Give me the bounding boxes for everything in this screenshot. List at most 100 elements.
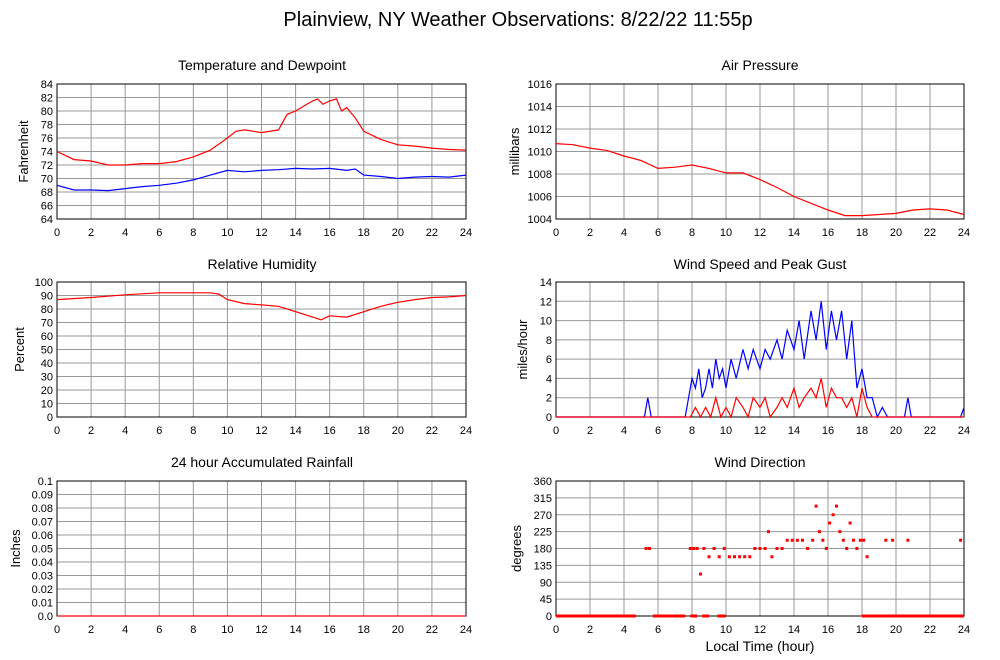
direction-point bbox=[702, 547, 705, 550]
pressure-ylabel: millibars bbox=[507, 127, 522, 175]
pressure-xtick-label: 12 bbox=[754, 227, 766, 239]
rain-xtick-label: 2 bbox=[88, 624, 94, 636]
pressure-xtick-label: 4 bbox=[621, 227, 627, 239]
humidity-xtick-label: 2 bbox=[88, 425, 94, 437]
humidity-ytick-label: 90 bbox=[41, 291, 53, 303]
temp-xtick-label: 2 bbox=[88, 227, 94, 239]
direction-xtick-label: 24 bbox=[958, 624, 970, 636]
rain-xtick-label: 24 bbox=[460, 624, 472, 636]
wind-xtick-label: 0 bbox=[553, 425, 559, 437]
wind-ytick-label: 2 bbox=[546, 393, 552, 405]
direction-point bbox=[733, 555, 736, 558]
wind-title: Wind Speed and Peak Gust bbox=[674, 256, 847, 272]
rain-xtick-label: 6 bbox=[156, 624, 162, 636]
direction-ytick-label: 315 bbox=[534, 493, 552, 505]
direction-xtick-label: 20 bbox=[890, 624, 902, 636]
direction-point bbox=[859, 539, 862, 542]
rain-ytick-label: 0.06 bbox=[32, 530, 53, 542]
temp-ytick-label: 66 bbox=[41, 201, 53, 213]
rain-ytick-label: 0.09 bbox=[32, 490, 53, 502]
pressure-xtick-label: 8 bbox=[689, 227, 695, 239]
humidity-xtick-label: 24 bbox=[460, 425, 472, 437]
direction-point bbox=[862, 539, 865, 542]
direction-point bbox=[723, 547, 726, 550]
humidity-xtick-label: 4 bbox=[122, 425, 128, 437]
direction-point bbox=[866, 555, 869, 558]
direction-point bbox=[791, 539, 794, 542]
wind-xtick-label: 16 bbox=[822, 425, 834, 437]
wind-xtick-label: 4 bbox=[621, 425, 627, 437]
direction-point bbox=[959, 539, 962, 542]
direction-ytick-label: 45 bbox=[540, 594, 552, 606]
direction-point bbox=[781, 547, 784, 550]
pressure-xtick-label: 14 bbox=[788, 227, 800, 239]
pressure-xtick-label: 6 bbox=[655, 227, 661, 239]
direction-point bbox=[852, 539, 855, 542]
direction-ytick-label: 0 bbox=[546, 611, 552, 623]
humidity-xtick-label: 12 bbox=[255, 425, 267, 437]
temp-ytick-label: 82 bbox=[41, 93, 53, 105]
pressure-ytick-label: 1006 bbox=[528, 192, 552, 204]
direction-ytick-label: 225 bbox=[534, 527, 552, 539]
pressure-ytick-label: 1014 bbox=[528, 102, 552, 114]
humidity-title: Relative Humidity bbox=[208, 256, 317, 272]
direction-point bbox=[845, 547, 848, 550]
humidity-ylabel: Percent bbox=[12, 327, 27, 372]
rain-xtick-label: 16 bbox=[324, 624, 336, 636]
rain-title: 24 hour Accumulated Rainfall bbox=[171, 454, 353, 470]
humidity-xtick-label: 6 bbox=[156, 425, 162, 437]
rain-ytick-label: 0.1 bbox=[38, 476, 53, 488]
direction-point bbox=[713, 547, 716, 550]
pressure-xtick-label: 16 bbox=[822, 227, 834, 239]
rain-ylabel: Inches bbox=[8, 529, 23, 568]
direction-point bbox=[718, 555, 721, 558]
direction-ytick-label: 360 bbox=[534, 476, 552, 488]
pressure-ytick-label: 1004 bbox=[528, 214, 552, 226]
wind-ytick-label: 0 bbox=[546, 412, 552, 424]
temp-ytick-label: 68 bbox=[41, 187, 53, 199]
direction-xtick-label: 14 bbox=[788, 624, 800, 636]
direction-point bbox=[748, 555, 751, 558]
direction-point bbox=[828, 522, 831, 525]
temp-xtick-label: 22 bbox=[426, 227, 438, 239]
rain-ytick-label: 0.05 bbox=[32, 544, 53, 556]
wind-xtick-label: 22 bbox=[924, 425, 936, 437]
direction-point bbox=[849, 522, 852, 525]
wind-ytick-label: 6 bbox=[546, 354, 552, 366]
temp-xtick-label: 14 bbox=[289, 227, 301, 239]
temp-xtick-label: 18 bbox=[358, 227, 370, 239]
wind-ytick-label: 10 bbox=[540, 316, 552, 328]
temp-xtick-label: 6 bbox=[156, 227, 162, 239]
humidity-xtick-label: 0 bbox=[54, 425, 60, 437]
direction-point bbox=[776, 547, 779, 550]
rain-ytick-label: 0.07 bbox=[32, 517, 53, 529]
direction-point bbox=[648, 547, 651, 550]
rain-xtick-label: 22 bbox=[426, 624, 438, 636]
temp-ytick-label: 72 bbox=[41, 160, 53, 172]
temp-xtick-label: 20 bbox=[392, 227, 404, 239]
temp-xtick-label: 24 bbox=[460, 227, 472, 239]
wind-ytick-label: 4 bbox=[546, 373, 552, 385]
direction-point bbox=[821, 539, 824, 542]
direction-point bbox=[692, 547, 695, 550]
direction-xtick-label: 6 bbox=[655, 624, 661, 636]
rain-xtick-label: 12 bbox=[255, 624, 267, 636]
pressure-xtick-label: 18 bbox=[856, 227, 868, 239]
direction-ytick-label: 180 bbox=[534, 544, 552, 556]
wind-ytick-label: 14 bbox=[540, 277, 552, 289]
direction-xtick-label: 8 bbox=[689, 624, 695, 636]
direction-xtick-label: 12 bbox=[754, 624, 766, 636]
pressure-ytick-label: 1012 bbox=[528, 124, 552, 136]
pressure-title: Air Pressure bbox=[721, 57, 798, 73]
direction-point bbox=[891, 539, 894, 542]
temp-xtick-label: 10 bbox=[221, 227, 233, 239]
direction-point bbox=[743, 555, 746, 558]
rain-xtick-label: 10 bbox=[221, 624, 233, 636]
pressure-xtick-label: 24 bbox=[958, 227, 970, 239]
pressure-xtick-label: 20 bbox=[890, 227, 902, 239]
rain-xtick-label: 8 bbox=[190, 624, 196, 636]
humidity-ytick-label: 100 bbox=[35, 277, 53, 289]
direction-point bbox=[728, 555, 731, 558]
direction-point bbox=[645, 547, 648, 550]
